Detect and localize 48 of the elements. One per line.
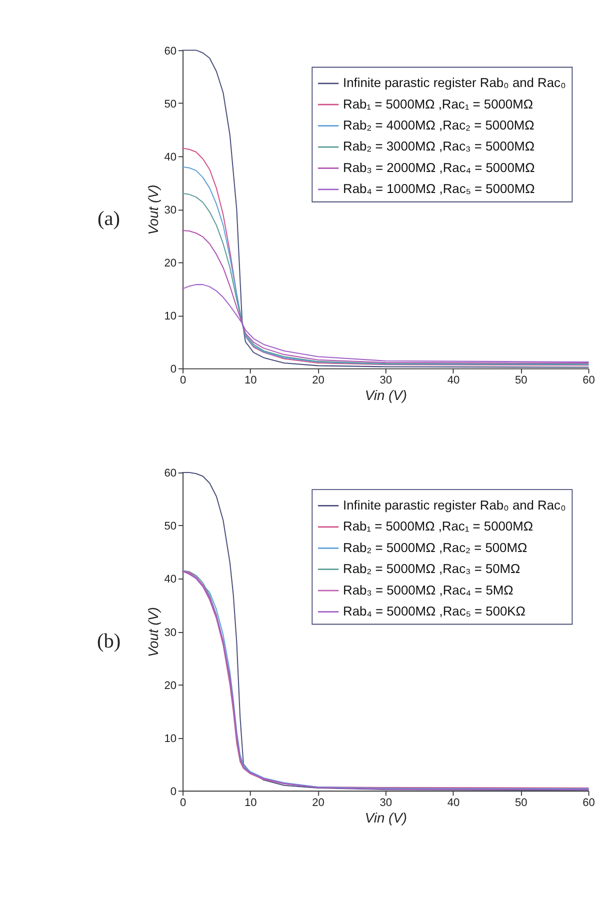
x-tick-label: 30 bbox=[380, 796, 392, 809]
legend-label: Rab₁ = 5000MΩ ,Rac₁ = 5000MΩ bbox=[343, 518, 534, 534]
legend-label: Rab₄ = 1000MΩ ,Rac₅ = 5000MΩ bbox=[343, 181, 536, 196]
x-tick-label: 40 bbox=[447, 796, 460, 809]
legend-label: Rab₁ = 5000MΩ ,Rac₁ = 5000MΩ bbox=[343, 96, 534, 112]
text: (a) bbox=[98, 208, 120, 230]
x-axis-title: Vin (V) bbox=[364, 809, 407, 826]
x-tick-label: 10 bbox=[244, 374, 257, 387]
y-tick-label: 30 bbox=[164, 626, 177, 639]
x-tick-label: 20 bbox=[312, 796, 324, 809]
legend-label: Rab₃ = 2000MΩ ,Rac₄ = 5000MΩ bbox=[343, 160, 536, 175]
x-axis-title: Vin (V) bbox=[364, 387, 407, 404]
y-tick-label: 50 bbox=[164, 520, 177, 533]
x-tick-label: 0 bbox=[180, 374, 186, 387]
legend-label: Infinite parastic register Rab₀ and Rac₀ bbox=[343, 75, 566, 90]
y-tick-label: 0 bbox=[170, 786, 177, 798]
legend-label: Rab₄ = 5000MΩ ,Rac₅ = 500KΩ bbox=[343, 603, 526, 618]
line-series bbox=[182, 230, 589, 364]
x-tick-label: 60 bbox=[582, 374, 595, 387]
y-axis-title: Vout (V) bbox=[144, 184, 161, 235]
x-tick-label: 10 bbox=[244, 796, 257, 809]
y-tick-label: 10 bbox=[164, 310, 177, 322]
legend-label: Rab₂ = 5000MΩ ,Rac₂ = 500MΩ bbox=[343, 540, 528, 555]
x-tick-label: 40 bbox=[447, 374, 460, 387]
y-tick-label: 20 bbox=[164, 680, 177, 692]
y-tick-label: 60 bbox=[164, 45, 177, 58]
legend-label: Rab₂ = 5000MΩ ,Rac₃ = 50MΩ bbox=[343, 561, 521, 576]
text: (b) bbox=[96, 630, 121, 652]
y-tick-label: 10 bbox=[164, 732, 177, 745]
legend-label: Rab₂ = 3000MΩ ,Rac₃ = 5000MΩ bbox=[343, 138, 535, 154]
legend-label: Infinite parastic register Rab₀ and Rac₀ bbox=[343, 497, 566, 512]
y-tick-label: 0 bbox=[170, 363, 177, 376]
x-tick-label: 60 bbox=[582, 796, 595, 809]
x-tick-label: 0 bbox=[180, 796, 186, 809]
y-axis-title: Vout (V) bbox=[144, 606, 161, 658]
x-tick-label: 30 bbox=[380, 374, 392, 387]
y-tick-label: 30 bbox=[164, 204, 177, 216]
y-tick-label: 40 bbox=[164, 151, 177, 164]
x-tick-label: 20 bbox=[312, 374, 324, 387]
x-tick-label: 50 bbox=[515, 374, 528, 387]
line-series bbox=[182, 284, 589, 362]
y-tick-label: 60 bbox=[164, 468, 177, 480]
x-tick-label: 50 bbox=[515, 796, 528, 809]
legend-label: Rab₃ = 5000MΩ ,Rac₄ = 5MΩ bbox=[343, 582, 514, 598]
y-tick-label: 20 bbox=[164, 257, 177, 270]
legend-label: Rab₂ = 4000MΩ ,Rac₂ = 5000MΩ bbox=[343, 118, 535, 132]
y-tick-label: 50 bbox=[164, 98, 177, 110]
y-tick-label: 40 bbox=[164, 574, 177, 586]
